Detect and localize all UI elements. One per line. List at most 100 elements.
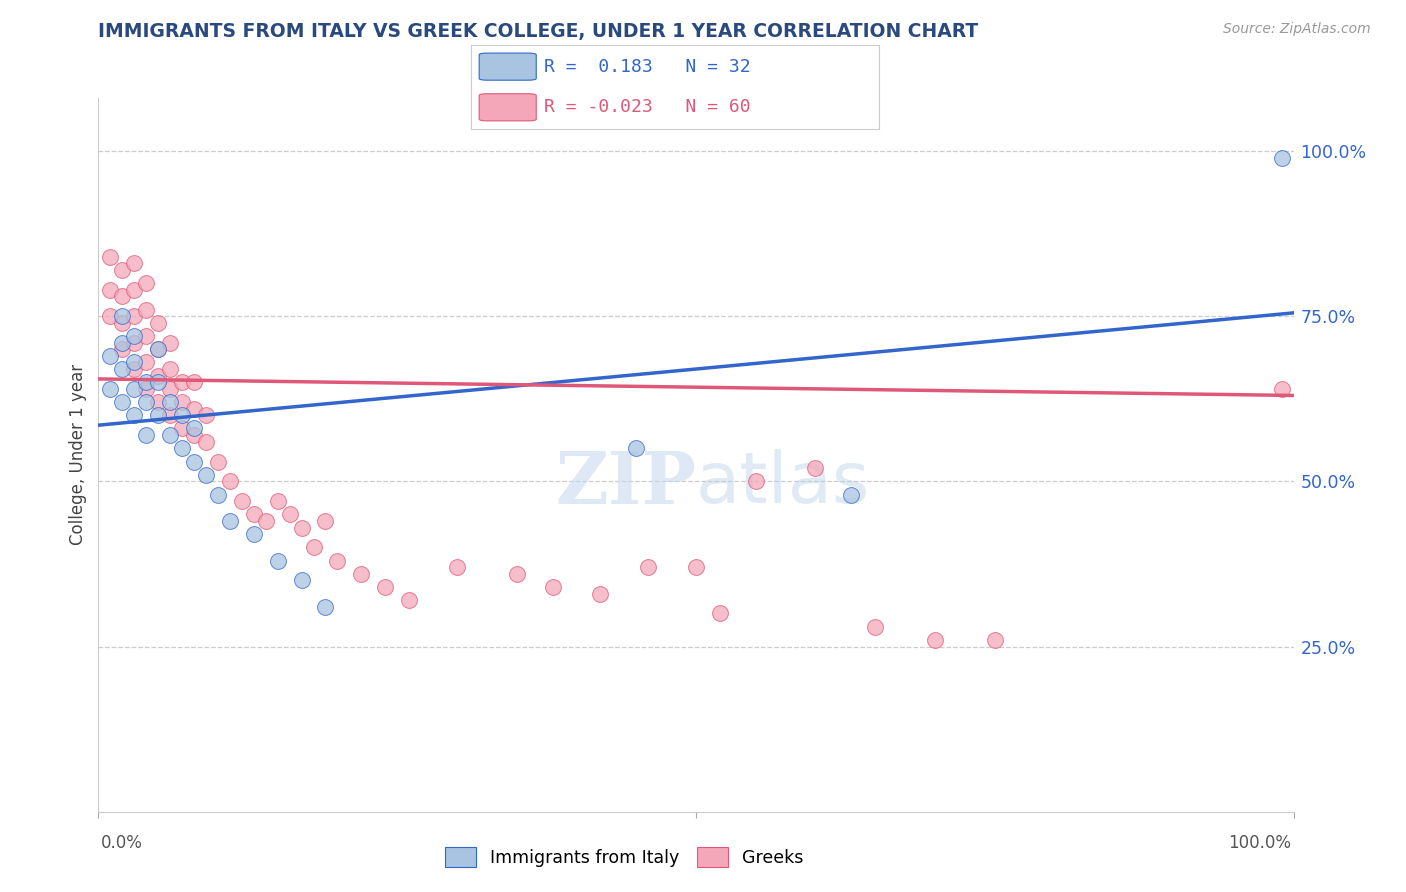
Point [219, 514, 242, 528]
Point [135, 395, 157, 409]
Point [111, 335, 134, 350]
Point [1271, 382, 1294, 396]
Point [148, 368, 170, 383]
Point [124, 335, 146, 350]
Point [291, 520, 314, 534]
Point [685, 560, 707, 574]
Point [194, 434, 218, 449]
Point [98, 349, 122, 363]
Text: atlas: atlas [696, 449, 870, 518]
Point [111, 362, 134, 376]
Text: R = -0.023   N = 60: R = -0.023 N = 60 [544, 98, 751, 116]
Point [148, 376, 170, 390]
Point [98, 309, 122, 323]
Point [374, 580, 396, 594]
Point [124, 362, 146, 376]
Point [124, 329, 146, 343]
Point [231, 494, 253, 508]
Point [135, 355, 157, 369]
Point [159, 395, 181, 409]
Text: Source: ZipAtlas.com: Source: ZipAtlas.com [1223, 22, 1371, 37]
Point [111, 309, 134, 323]
Point [709, 607, 731, 621]
Point [637, 560, 659, 574]
Point [446, 560, 468, 574]
Point [183, 376, 205, 390]
Point [350, 566, 373, 581]
Point [148, 395, 170, 409]
Point [398, 593, 420, 607]
Point [267, 554, 290, 568]
Point [148, 342, 170, 356]
Point [135, 276, 157, 290]
Point [243, 527, 266, 541]
Point [315, 599, 337, 614]
Point [506, 566, 529, 581]
Point [194, 409, 218, 423]
Text: ZIP: ZIP [555, 448, 696, 519]
Point [589, 587, 612, 601]
Point [172, 376, 194, 390]
Point [98, 283, 122, 297]
Point [124, 355, 146, 369]
Point [111, 342, 134, 356]
Point [863, 620, 887, 634]
Point [194, 467, 218, 482]
Point [207, 454, 229, 468]
Point [1271, 151, 1294, 165]
Point [98, 250, 122, 264]
Point [111, 316, 134, 330]
Point [135, 382, 157, 396]
Point [111, 395, 134, 409]
Point [541, 580, 564, 594]
Text: R =  0.183   N = 32: R = 0.183 N = 32 [544, 58, 751, 76]
FancyBboxPatch shape [479, 54, 536, 80]
Point [159, 335, 181, 350]
Point [159, 409, 181, 423]
Text: 0.0%: 0.0% [101, 834, 143, 852]
Point [172, 421, 194, 435]
Text: IMMIGRANTS FROM ITALY VS GREEK COLLEGE, UNDER 1 YEAR CORRELATION CHART: IMMIGRANTS FROM ITALY VS GREEK COLLEGE, … [98, 22, 979, 41]
Point [183, 428, 205, 442]
Point [124, 283, 146, 297]
Point [207, 487, 229, 501]
Point [135, 302, 157, 317]
Point [626, 442, 648, 456]
Point [111, 289, 134, 303]
Legend: Immigrants from Italy, Greeks: Immigrants from Italy, Greeks [439, 840, 810, 874]
Point [172, 409, 194, 423]
Point [291, 574, 314, 588]
Point [243, 508, 266, 522]
Point [172, 442, 194, 456]
Point [124, 409, 146, 423]
Point [267, 494, 290, 508]
Point [804, 461, 827, 475]
Point [278, 508, 301, 522]
Text: 100.0%: 100.0% [1227, 834, 1291, 852]
Point [183, 401, 205, 416]
Point [219, 475, 242, 489]
Point [924, 632, 946, 647]
Point [135, 329, 157, 343]
Point [148, 409, 170, 423]
Point [124, 382, 146, 396]
Point [159, 382, 181, 396]
Point [124, 256, 146, 270]
Point [183, 421, 205, 435]
Point [159, 428, 181, 442]
Point [148, 316, 170, 330]
Point [172, 395, 194, 409]
Point [135, 428, 157, 442]
Point [841, 487, 863, 501]
Point [302, 541, 325, 555]
Point [984, 632, 1007, 647]
Y-axis label: College, Under 1 year: College, Under 1 year [69, 364, 87, 546]
Point [124, 309, 146, 323]
Point [745, 475, 768, 489]
Point [315, 514, 337, 528]
Point [326, 554, 349, 568]
Point [98, 382, 122, 396]
Point [135, 376, 157, 390]
Point [254, 514, 277, 528]
Point [183, 454, 205, 468]
